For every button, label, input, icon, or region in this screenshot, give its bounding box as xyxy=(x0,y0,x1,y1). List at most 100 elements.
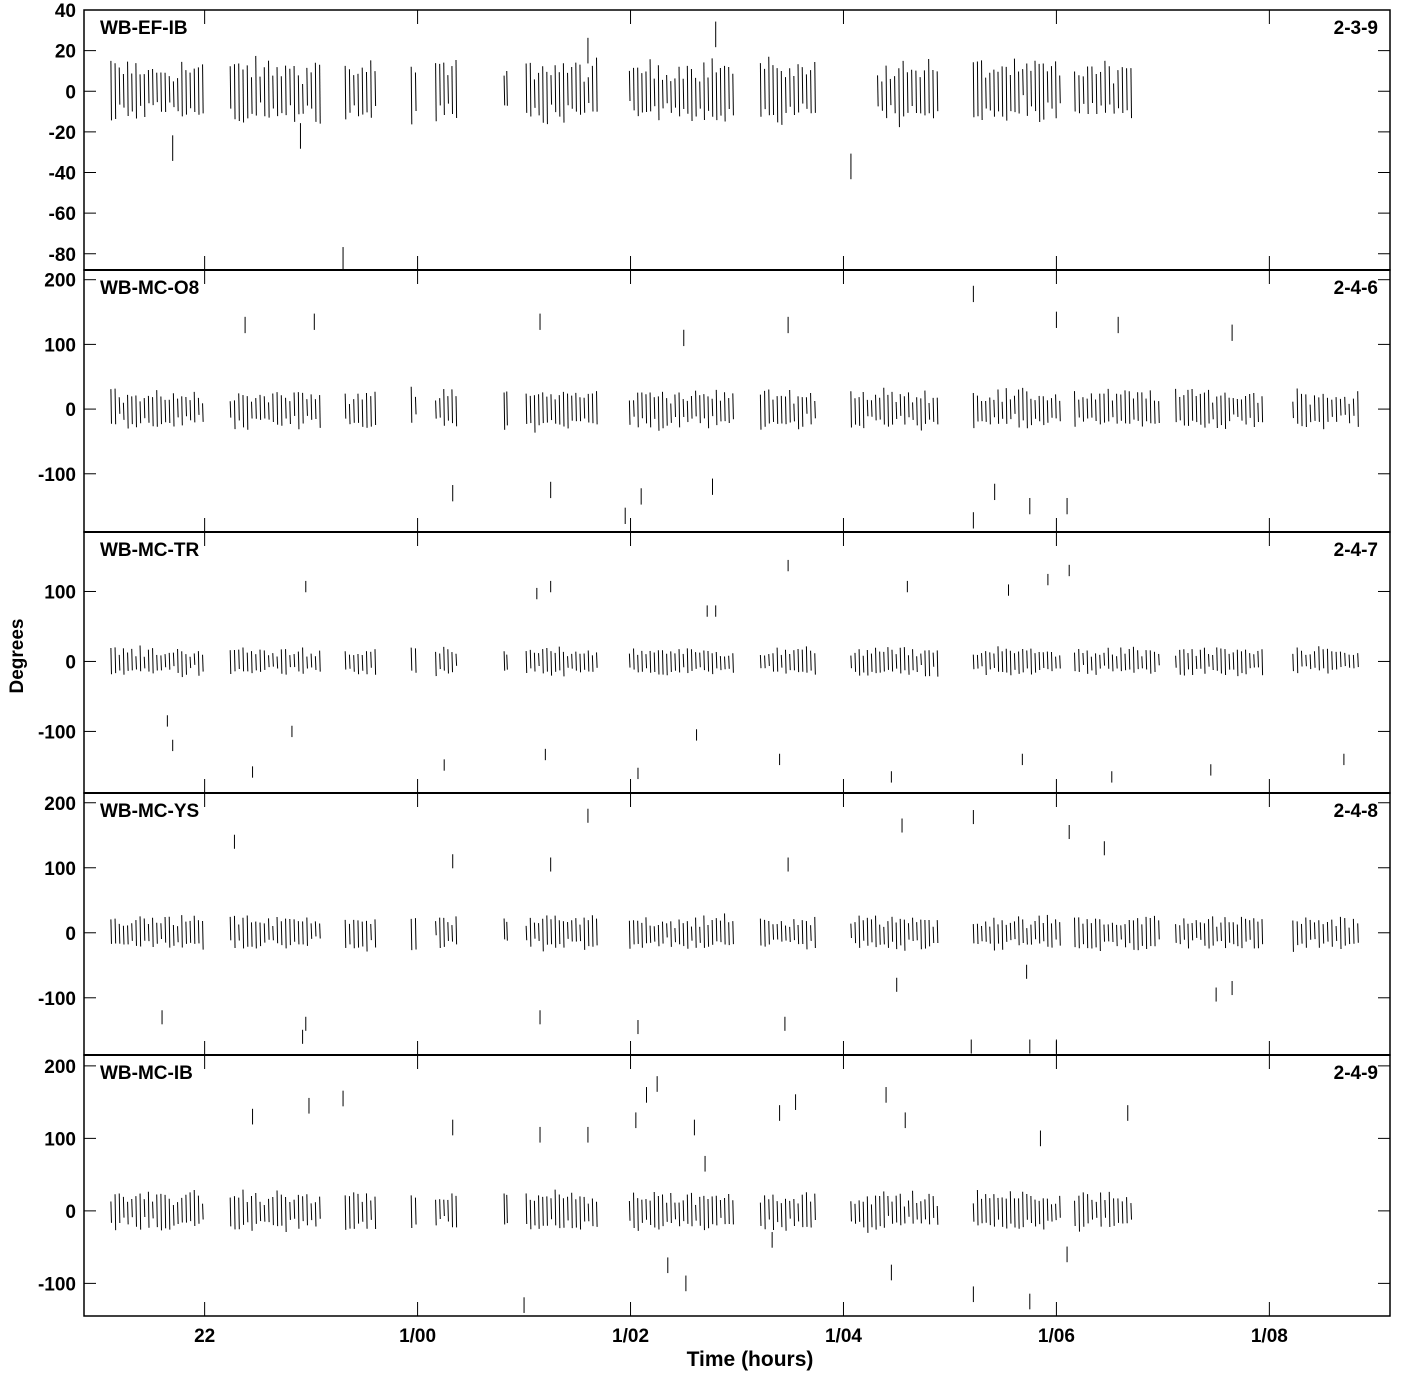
phase-point xyxy=(435,651,437,677)
x-tick-label: 22 xyxy=(194,1326,215,1347)
phase-point xyxy=(529,395,532,424)
phase-point xyxy=(920,653,922,666)
phase-point xyxy=(110,1201,112,1223)
phase-point xyxy=(546,396,548,423)
phase-point xyxy=(784,649,787,674)
phase-point xyxy=(1245,918,1247,942)
panel-frame xyxy=(83,531,1391,794)
phase-point xyxy=(699,1196,701,1226)
phase-point xyxy=(353,919,355,949)
panel-wb-ef-ib: 40 20 0 -20 -40 -60 -80 WB-EF-IB 2-3-9 xyxy=(49,1,1391,271)
phase-point xyxy=(633,920,635,945)
phase-point xyxy=(903,1206,906,1224)
phase-point xyxy=(1117,1198,1120,1223)
phase-point xyxy=(1055,61,1057,119)
y-axis-label: Degrees xyxy=(7,619,28,694)
phase-point xyxy=(202,921,204,950)
phase-point xyxy=(854,652,857,672)
phase-point xyxy=(920,919,922,950)
phase-point xyxy=(1018,651,1020,674)
phase-point xyxy=(1078,75,1080,114)
phase-point xyxy=(661,391,664,429)
phase-point xyxy=(1232,922,1235,945)
phase-point xyxy=(670,81,672,113)
phase-point xyxy=(972,924,975,944)
panel-baseline-name: WB-MC-YS xyxy=(100,801,199,822)
phase-point xyxy=(1073,391,1076,427)
phase-point xyxy=(579,1196,582,1230)
phase-point xyxy=(789,390,791,423)
phase-point xyxy=(879,397,881,420)
phase-point xyxy=(690,1192,693,1227)
phase-point xyxy=(156,922,158,944)
phase-point xyxy=(924,1199,927,1220)
phase-point xyxy=(587,1203,590,1222)
phase-point xyxy=(1132,920,1135,950)
phase-point xyxy=(172,652,175,667)
phase-point xyxy=(1305,394,1307,427)
panel-wb-mc-tr: 100 0 -100 WB-MC-TR 2-4-7 xyxy=(38,531,1391,794)
phase-point xyxy=(1050,923,1053,948)
phase-point xyxy=(1026,1194,1028,1220)
phase-point xyxy=(562,63,565,123)
phase-point xyxy=(583,397,586,419)
phase-point xyxy=(637,392,639,428)
phase-point xyxy=(202,1203,204,1220)
phase-point xyxy=(302,921,304,945)
phase-point xyxy=(1145,650,1148,670)
x-axis-label: Time (hours) xyxy=(687,1348,814,1371)
phase-point xyxy=(682,653,685,668)
phase-point xyxy=(850,923,852,939)
phase-point xyxy=(883,1191,885,1228)
phase-point xyxy=(181,61,183,117)
phase-point xyxy=(1034,653,1037,673)
phase-point xyxy=(814,1193,816,1221)
phase-point xyxy=(1141,656,1143,669)
phase-point xyxy=(793,919,795,941)
phase-point xyxy=(1216,926,1218,942)
phase-point xyxy=(1296,388,1299,424)
phase-point xyxy=(719,920,722,943)
phase-point xyxy=(554,652,557,672)
panel-marks xyxy=(110,559,1359,783)
phase-point xyxy=(724,913,726,945)
phase-point xyxy=(894,76,896,114)
phase-point xyxy=(1179,649,1181,675)
phase-point xyxy=(1116,656,1118,669)
phase-point xyxy=(1030,1195,1032,1224)
phase-point xyxy=(302,1196,304,1222)
phase-point xyxy=(686,1194,689,1224)
phase-point xyxy=(649,392,652,428)
phase-point xyxy=(1078,917,1080,949)
phase-point xyxy=(989,1198,991,1226)
phase-point xyxy=(1158,653,1160,666)
phase-point xyxy=(575,651,577,671)
phase-point xyxy=(1022,387,1024,421)
phase-point xyxy=(587,650,590,672)
phase-point xyxy=(1187,653,1190,670)
phase-point xyxy=(997,1197,1000,1220)
phase-point xyxy=(780,1203,783,1228)
phase-point xyxy=(122,74,125,108)
phase-point xyxy=(1090,923,1093,949)
phase-point xyxy=(1249,653,1251,669)
phase-point xyxy=(682,923,685,947)
phase-point xyxy=(928,650,931,677)
phase-point xyxy=(250,401,253,419)
phase-point xyxy=(447,396,449,421)
phase-point xyxy=(628,920,631,949)
phase-point xyxy=(289,1202,291,1220)
phase-point xyxy=(272,925,274,941)
phase-point xyxy=(542,392,544,424)
phase-point xyxy=(690,396,693,419)
phase-point xyxy=(197,651,200,676)
phase-point xyxy=(923,70,926,116)
phase-point xyxy=(443,646,445,671)
y-tick-label: -60 xyxy=(49,204,76,225)
phase-point xyxy=(118,397,121,414)
phase-point xyxy=(1318,920,1320,948)
phase-point xyxy=(525,925,528,941)
phase-point xyxy=(850,391,852,428)
phase-point xyxy=(924,920,927,949)
phase-point xyxy=(306,399,308,416)
